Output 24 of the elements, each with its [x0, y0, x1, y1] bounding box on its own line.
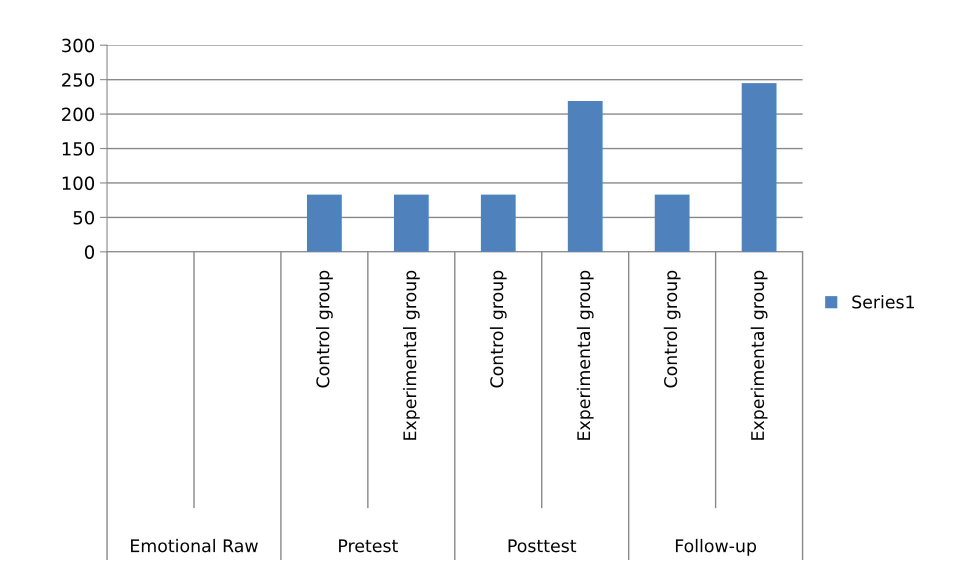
- y-tick-label: 250: [62, 73, 94, 87]
- y-tick-label: 50: [74, 210, 94, 224]
- y-tick-label: 200: [62, 108, 94, 122]
- y-tick-label: 300: [62, 38, 94, 52]
- legend-label: Series1: [852, 295, 914, 309]
- bar: [568, 100, 603, 252]
- bar: [480, 194, 516, 252]
- y-tick-label: 150: [62, 142, 94, 156]
- bar: [394, 194, 429, 252]
- text: Follow-up: [676, 538, 756, 556]
- bar: [742, 83, 776, 252]
- x-tick-label: Control group: [490, 270, 507, 388]
- y-tick-label: 0: [84, 245, 94, 259]
- text: Posttest: [508, 539, 576, 552]
- x-tick-label: Experimental group: [750, 270, 768, 440]
- bar: [307, 194, 342, 252]
- bar: [654, 194, 690, 252]
- x-tick-label: Experimental group: [576, 270, 594, 440]
- x-tick-label: Control group: [316, 270, 333, 388]
- text: Pretest: [339, 539, 398, 552]
- text: Emotional Raw: [131, 538, 258, 552]
- x-tick-label: Control group: [664, 270, 681, 388]
- y-tick-label: 100: [62, 176, 94, 190]
- x-tick-label: Experimental group: [402, 270, 420, 440]
